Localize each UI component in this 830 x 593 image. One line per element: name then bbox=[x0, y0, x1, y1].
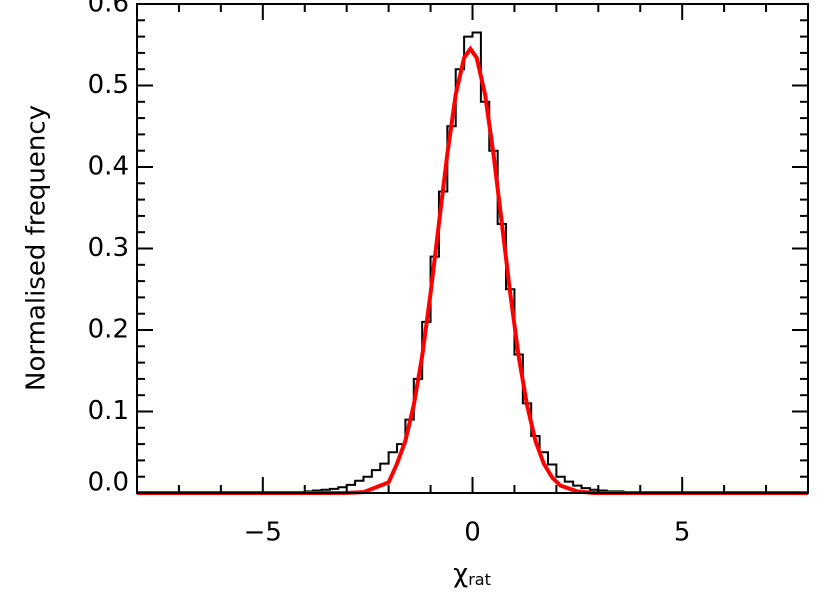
histogram-bin bbox=[380, 464, 388, 493]
x-axis-label-main: χ bbox=[453, 559, 468, 589]
histogram-bin bbox=[447, 126, 455, 493]
histogram-bin bbox=[439, 191, 447, 493]
y-tick-label: 0.5 bbox=[88, 70, 129, 100]
y-tick-label: 0.3 bbox=[88, 233, 129, 263]
x-tick-label: 5 bbox=[674, 518, 691, 548]
y-tick-label: 0.0 bbox=[88, 468, 129, 498]
histogram-bin bbox=[481, 102, 489, 493]
y-tick-label: 0.1 bbox=[88, 396, 129, 426]
histogram-bin bbox=[489, 151, 497, 493]
y-tick-label: 0.4 bbox=[88, 152, 129, 182]
x-tick-label: 0 bbox=[464, 518, 481, 548]
y-axis-label: Normalised frequency bbox=[22, 105, 52, 391]
y-tick-label: 0.2 bbox=[88, 315, 129, 345]
histogram-bin bbox=[473, 33, 481, 493]
x-axis-label-sub: rat bbox=[468, 570, 491, 589]
x-axis-label: χrat bbox=[453, 559, 491, 589]
fit-line bbox=[137, 45, 808, 495]
plot-frame bbox=[136, 3, 809, 494]
histogram-bin bbox=[456, 69, 464, 493]
y-tick-label: 0.6 bbox=[88, 0, 129, 19]
histogram-bin bbox=[464, 37, 472, 493]
histogram-outline bbox=[303, 31, 642, 494]
x-tick-label: −5 bbox=[244, 518, 282, 548]
